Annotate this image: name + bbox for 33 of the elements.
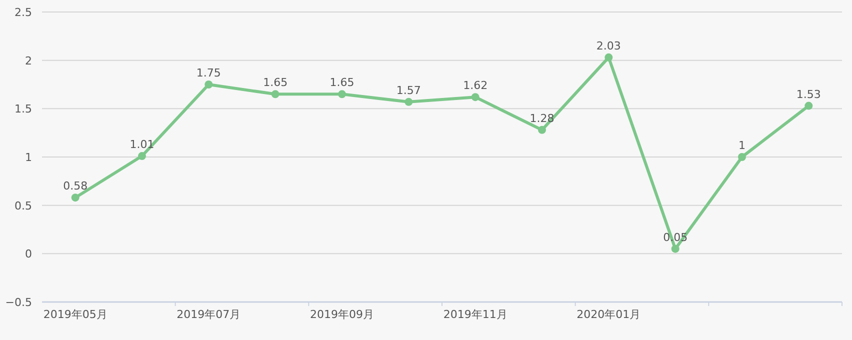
y-tick-label: 0.5 [14, 199, 32, 212]
point [804, 102, 813, 110]
y-tick-label: 2.5 [14, 6, 32, 19]
y-tick-label: 1.5 [14, 102, 32, 116]
y-tick-label: 0 [25, 248, 32, 261]
y-tick-label: 1 [25, 151, 32, 164]
data-label: 2.03 [596, 39, 621, 52]
x-tick-label: 2019年05月 [43, 308, 108, 321]
data-label: 0.58 [63, 180, 88, 193]
point [71, 194, 80, 202]
point [471, 93, 480, 102]
x-tick-label: 2020年01月 [576, 308, 641, 321]
data-label: 1.53 [796, 88, 821, 101]
data-label: 1.65 [263, 76, 288, 90]
point [404, 98, 413, 106]
data-label: 1 [738, 139, 746, 152]
data-label: 1.75 [196, 66, 221, 80]
point [138, 152, 146, 160]
point [271, 90, 280, 98]
point [604, 53, 613, 62]
point [338, 90, 346, 98]
x-tick-label: 2019年07月 [176, 308, 241, 321]
point [538, 126, 546, 134]
point [204, 80, 213, 88]
y-tick-label: −0.5 [5, 296, 32, 309]
data-label: 1.57 [396, 84, 421, 97]
y-tick-label: 2 [25, 54, 32, 68]
data-label: 1.65 [330, 76, 354, 90]
data-label: 1.62 [463, 79, 488, 92]
point [671, 244, 680, 253]
x-tick-label: 2019年09月 [310, 308, 374, 321]
point [738, 153, 746, 161]
x-tick-label: 2019年11月 [443, 308, 508, 321]
